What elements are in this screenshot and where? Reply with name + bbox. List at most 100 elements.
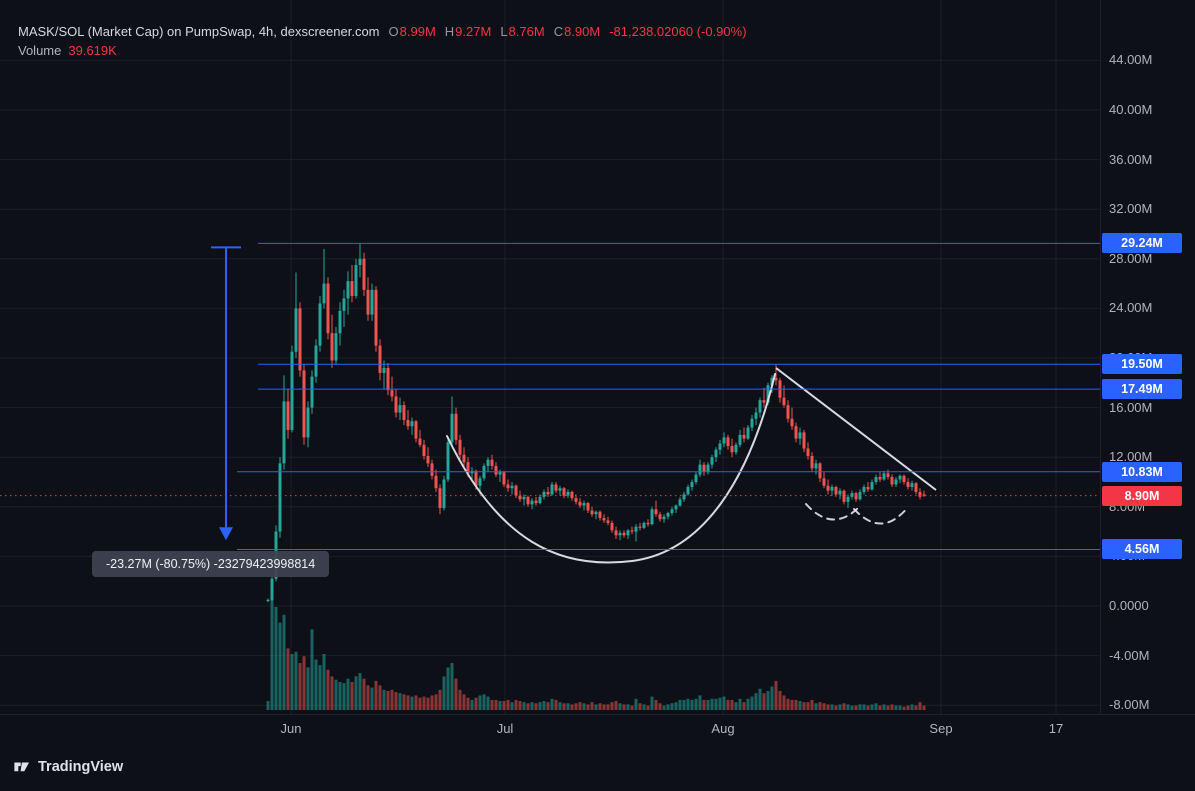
price-chart[interactable] — [0, 0, 1100, 714]
candle-body — [450, 413, 454, 443]
candle-body — [434, 475, 438, 489]
volume-bar — [602, 704, 606, 710]
candle-body — [570, 491, 574, 499]
volume-bar — [422, 696, 426, 710]
volume-bar — [522, 702, 526, 710]
volume-bar — [402, 694, 406, 710]
volume-bar — [502, 701, 506, 710]
volume-bar — [678, 699, 682, 710]
candle-body — [318, 303, 322, 346]
volume-bar — [902, 706, 906, 710]
price-level-badge[interactable]: 29.24M — [1102, 233, 1182, 254]
candle-body — [414, 421, 418, 439]
volume-bar — [754, 693, 758, 710]
candle-body — [774, 377, 778, 381]
volume-bar — [366, 685, 370, 710]
candle-body — [854, 493, 858, 500]
volume-bar — [778, 690, 782, 710]
volume-bar — [830, 704, 834, 710]
price-tick-label: 16.00M — [1109, 399, 1153, 415]
volume-bar — [846, 704, 850, 710]
price-level-badge[interactable]: 4.56M — [1102, 539, 1182, 560]
volume-bar — [630, 705, 634, 710]
volume-bar — [722, 696, 726, 710]
volume-bar — [666, 704, 670, 710]
volume-bar — [318, 665, 322, 710]
volume-bar — [634, 698, 638, 710]
volume-bar — [354, 676, 358, 710]
tradingview-mark-icon — [14, 762, 30, 772]
volume-bar — [346, 678, 350, 710]
tradingview-logo[interactable]: TradingView — [12, 757, 123, 776]
price-level-badge[interactable]: 17.49M — [1102, 379, 1182, 400]
volume-bar — [538, 702, 542, 710]
volume-bar — [482, 694, 486, 710]
price-axis[interactable]: 44.00M40.00M36.00M32.00M28.00M24.00M20.0… — [1100, 0, 1195, 714]
candle-body — [278, 463, 282, 532]
volume-bar — [658, 703, 662, 710]
candle-body — [758, 400, 762, 413]
volume-label[interactable]: Volume — [18, 43, 62, 58]
candle-body — [270, 578, 274, 600]
candle-body — [690, 482, 694, 487]
volume-bar — [866, 705, 870, 710]
time-axis-label[interactable]: 17 — [1048, 721, 1064, 736]
volume-bar — [434, 694, 438, 710]
volume-bar — [418, 697, 422, 710]
candle-body — [454, 413, 458, 440]
candle-body — [798, 432, 802, 439]
volume-bar — [566, 703, 570, 710]
time-axis-label[interactable]: Sep — [929, 721, 953, 736]
candle-body — [422, 444, 426, 456]
last-price-badge[interactable]: 8.90M — [1102, 485, 1182, 506]
volume-bar — [766, 690, 770, 710]
candle-body — [782, 397, 786, 406]
volume-bar — [730, 699, 734, 710]
price-level-badge[interactable]: 19.50M — [1102, 354, 1182, 375]
candle-body — [794, 426, 798, 439]
volume-bar — [870, 704, 874, 710]
dashed-arc-drawing[interactable] — [853, 506, 909, 525]
candle-body — [394, 396, 398, 413]
candle-body — [842, 490, 846, 502]
volume-bar — [614, 701, 618, 710]
price-level-badge[interactable]: 10.83M — [1102, 461, 1182, 482]
candle-body — [518, 495, 522, 500]
volume-bar — [498, 701, 502, 710]
candle-body — [646, 522, 650, 525]
candle-body — [678, 499, 682, 506]
time-axis-label[interactable]: Jul — [496, 721, 514, 736]
candle-body — [818, 463, 822, 479]
candle-body — [786, 405, 790, 419]
candle-body — [922, 494, 926, 496]
arc-drawing[interactable] — [446, 373, 776, 564]
candle-body — [882, 473, 886, 480]
volume-bar — [794, 699, 798, 710]
candle-body — [566, 491, 570, 496]
candle-body — [294, 308, 298, 352]
time-axis-label[interactable]: Aug — [711, 721, 735, 736]
ohlc-low-key: L — [500, 24, 508, 39]
volume-bar — [686, 698, 690, 710]
volume-bar — [910, 704, 914, 710]
candle-body — [366, 289, 370, 315]
volume-bar — [786, 698, 790, 710]
volume-bar — [854, 705, 858, 710]
volume-bar — [390, 689, 394, 710]
candle-body — [386, 367, 390, 391]
volume-bar — [674, 702, 678, 710]
volume-bar — [586, 704, 590, 710]
volume-bar — [806, 702, 810, 710]
candle-body — [466, 462, 470, 474]
symbol-title[interactable]: MASK/SOL (Market Cap) on PumpSwap, 4h, d… — [18, 24, 380, 39]
volume-bar — [790, 699, 794, 710]
ohlc-high-value: 9.27M — [455, 24, 492, 39]
volume-bar — [526, 703, 530, 710]
time-axis[interactable]: Jun Jul Aug Sep 17 — [0, 714, 1195, 745]
candle-body — [330, 333, 334, 361]
candle-body — [906, 482, 910, 487]
time-axis-label[interactable]: Jun — [280, 721, 302, 736]
trendline-drawing[interactable] — [775, 367, 937, 491]
volume-bar — [582, 703, 586, 710]
volume-bar — [798, 701, 802, 710]
